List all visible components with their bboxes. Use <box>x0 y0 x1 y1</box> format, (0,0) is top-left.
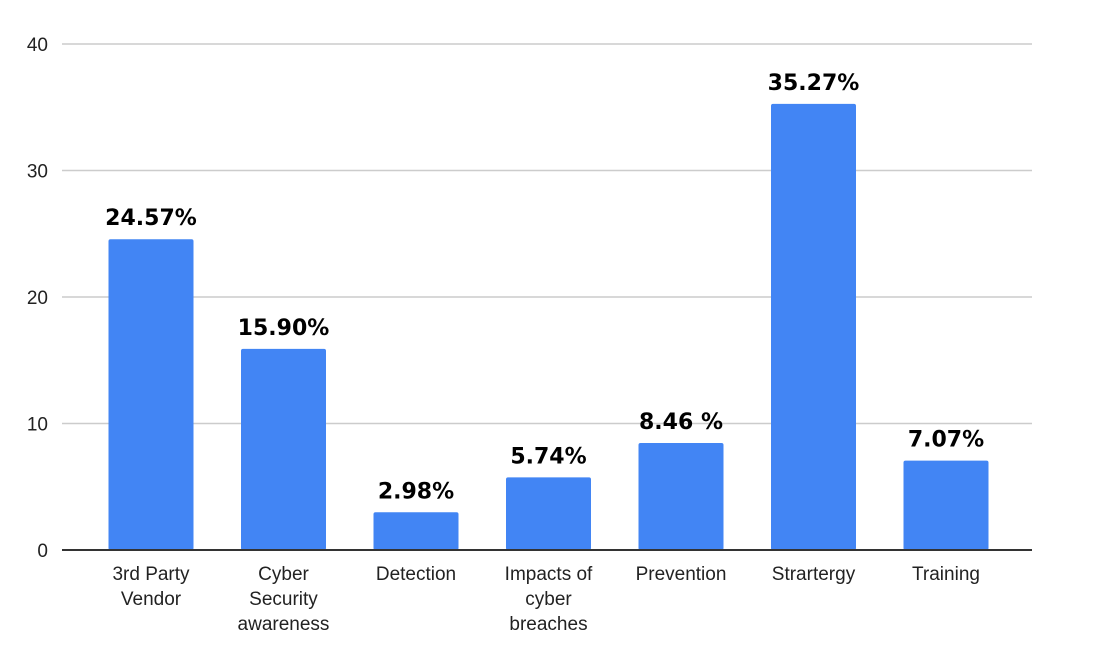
bar <box>771 103 856 550</box>
category-label-line: 3rd Party <box>112 564 190 585</box>
bar-value-label: 5.74% <box>510 444 586 469</box>
bar-value-label: 15.90% <box>238 316 330 341</box>
bar <box>108 239 194 550</box>
category-label-line: Security <box>249 589 318 610</box>
category-label: Cyber Security awareness <box>238 564 330 635</box>
bar-value-label: 24.57% <box>105 206 197 231</box>
category-label-line: Impacts of <box>505 564 593 585</box>
y-tick-label: 40 <box>27 35 48 56</box>
bar <box>506 477 591 550</box>
category-label-line: Detection <box>376 564 456 585</box>
category-label-line: cyber <box>525 589 572 610</box>
category-label: Strartergy <box>772 564 856 585</box>
bar <box>903 460 989 550</box>
category-label: 3rd Party Vendor <box>112 564 190 610</box>
y-tick-label: 20 <box>27 288 48 309</box>
bar <box>638 442 724 550</box>
category-label-line: Prevention <box>636 564 727 585</box>
bar-value-label: 35.27% <box>768 71 860 96</box>
y-tick-label: 0 <box>37 541 48 562</box>
x-axis-category-labels: 3rd Party Vendor Cyber Security awareness Det… <box>112 564 980 635</box>
y-axis-tick-labels: 0 10 20 30 40 <box>27 35 48 562</box>
bar-value-label: 2.98% <box>378 479 454 504</box>
category-label: Prevention <box>636 564 727 585</box>
category-label-line: Vendor <box>121 589 182 610</box>
category-label: Detection <box>376 564 456 585</box>
bar-value-label: 7.07% <box>908 428 984 453</box>
data-labels: 24.57% 15.90% 2.98% 5.74% 8.46 % 35.27% 7.07% <box>105 71 984 504</box>
y-tick-label: 30 <box>27 162 48 183</box>
bar <box>373 512 459 550</box>
bar-value-label: 8.46 % <box>639 410 723 435</box>
category-label: Impacts of cyber breaches <box>505 564 593 635</box>
category-label-line: Cyber <box>258 564 309 585</box>
category-label-line: breaches <box>509 614 587 635</box>
category-label: Training <box>912 564 980 585</box>
category-label-line: Training <box>912 564 980 585</box>
bars <box>108 103 989 550</box>
category-label-line: awareness <box>238 614 330 635</box>
bar <box>241 348 326 550</box>
category-label-line: Strartergy <box>772 564 856 585</box>
gridlines <box>62 43 1032 425</box>
y-tick-label: 10 <box>27 415 48 436</box>
